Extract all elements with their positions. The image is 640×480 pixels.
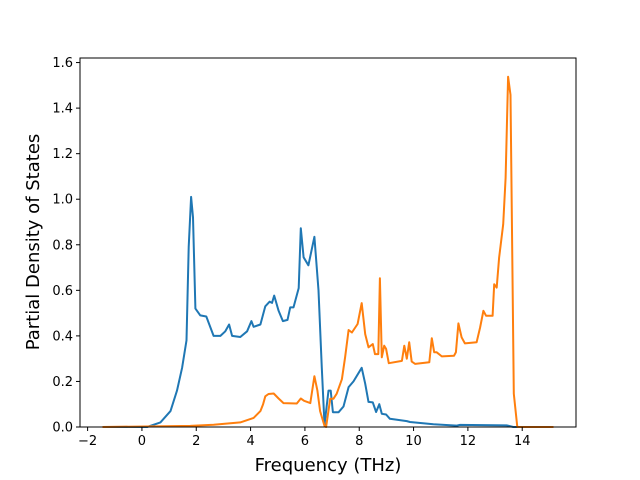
plot-frame bbox=[79, 57, 577, 428]
x-tick-label: 6 bbox=[301, 434, 309, 449]
series-line-2 bbox=[102, 75, 554, 428]
y-tick-label: 1.6 bbox=[52, 56, 73, 71]
y-tick-label: 0.4 bbox=[52, 329, 73, 344]
y-tick-label: 0.0 bbox=[52, 421, 73, 436]
series-line-1 bbox=[102, 195, 554, 428]
series-layer bbox=[102, 75, 554, 428]
y-tick-label: 0.2 bbox=[52, 375, 73, 390]
y-tick-label: 1.0 bbox=[52, 193, 73, 208]
x-axis-label: Frequency (THz) bbox=[255, 455, 402, 476]
x-tick-label: 12 bbox=[460, 434, 477, 449]
y-axis-ticks: 0.0 0.2 0.4 0.6 0.8 1.0 1.2 1.4 1.6 bbox=[52, 56, 80, 436]
y-tick-label: 1.4 bbox=[52, 102, 73, 117]
y-tick-label: 0.6 bbox=[52, 284, 73, 299]
x-tick-label: 10 bbox=[405, 434, 422, 449]
x-tick-label: 14 bbox=[514, 434, 531, 449]
x-tick-label: 8 bbox=[355, 434, 363, 449]
x-tick-label: 2 bbox=[192, 434, 200, 449]
x-axis-ticks: −2 0 2 4 6 8 10 12 14 bbox=[78, 427, 530, 449]
y-axis-label: Partial Density of States bbox=[23, 134, 44, 351]
y-tick-label: 0.8 bbox=[52, 238, 73, 253]
y-tick-label: 1.2 bbox=[52, 147, 73, 162]
x-tick-label: 0 bbox=[138, 434, 146, 449]
x-tick-label: 4 bbox=[246, 434, 254, 449]
x-tick-label: −2 bbox=[78, 434, 97, 449]
